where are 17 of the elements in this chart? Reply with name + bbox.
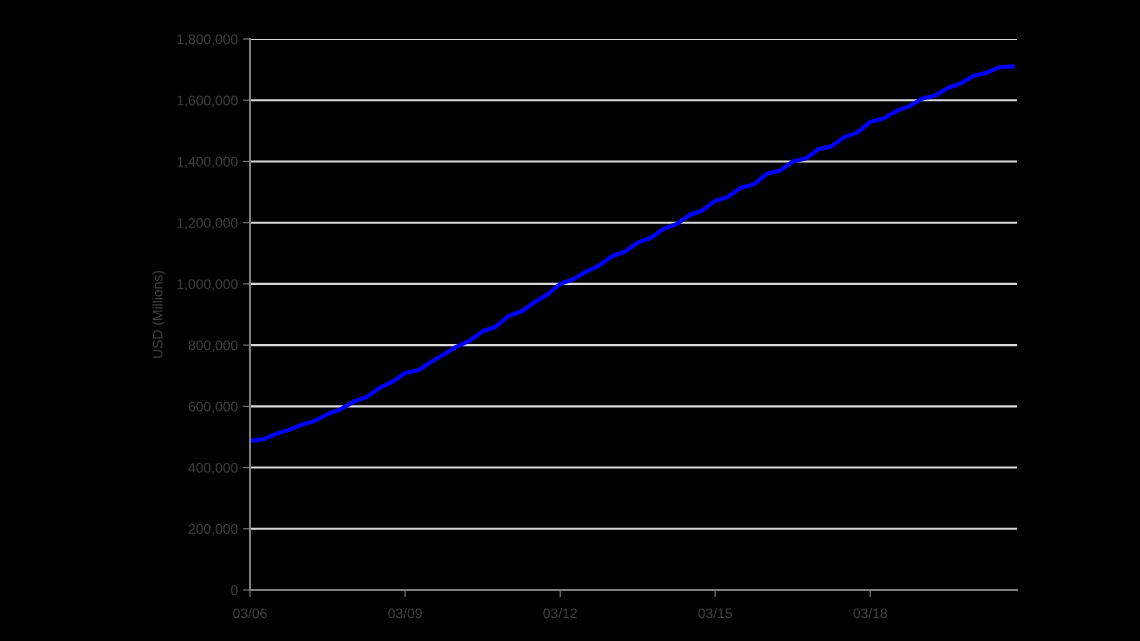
y-axis-title: USD (Millions) — [152, 270, 166, 358]
y-tick-label: 800,000 — [188, 340, 238, 352]
y-tick-label: 1,200,000 — [177, 218, 238, 230]
x-tick-label: 03/18 — [853, 608, 888, 619]
y-tick-label: 1,000,000 — [177, 279, 238, 291]
x-tick-label: 03/06 — [233, 608, 267, 619]
y-tick-label: 1,600,000 — [177, 95, 238, 108]
y-tick-label: 1,400,000 — [177, 156, 238, 169]
y-tick-label: 1,800,000 — [177, 34, 238, 46]
y-tick-label: 400,000 — [188, 462, 238, 475]
y-tick-label: 200,000 — [188, 524, 238, 536]
y-tick-label: 0 — [231, 585, 238, 596]
x-tick-label: 03/15 — [698, 608, 732, 619]
x-tick-label: 03/12 — [543, 608, 577, 619]
y-tick-label: 600,000 — [188, 401, 238, 414]
x-tick-label: 03/09 — [388, 608, 422, 619]
line-series — [250, 64, 1015, 444]
